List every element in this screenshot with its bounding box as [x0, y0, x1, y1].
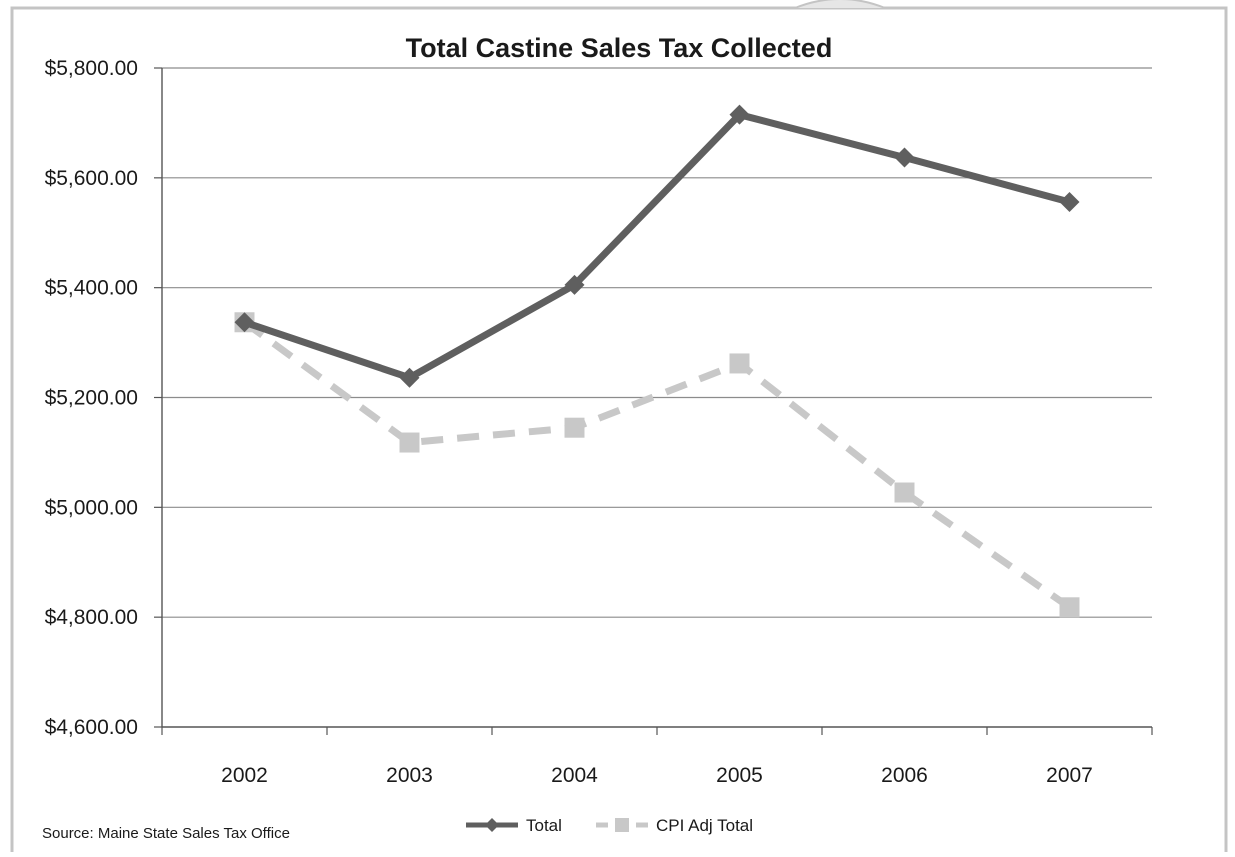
legend-marker-total	[485, 818, 499, 832]
data-point-total-2003	[399, 367, 420, 388]
source-annotation: Source: Maine State Sales Tax Office	[42, 825, 290, 842]
x-tick-label-2003: 2003	[386, 764, 433, 787]
y-tick-label: $5,600.00	[45, 167, 138, 190]
y-tick-label: $5,200.00	[45, 387, 138, 410]
x-tick-label-2006: 2006	[881, 764, 928, 787]
series-line-total	[243, 111, 1071, 382]
y-tick-label: $4,600.00	[45, 716, 138, 739]
legend-label-total: Total	[526, 816, 562, 835]
legend-marker-cpi-adj-total	[615, 818, 629, 832]
y-tick-label: $5,000.00	[45, 496, 138, 519]
data-point-total-2002	[234, 312, 255, 333]
data-point-total-2005	[729, 104, 750, 125]
chart-frame	[10, 6, 1228, 857]
x-axis-tick-labels: 2002 2003 2004 2005 2006 2007	[221, 764, 1093, 787]
x-tick-label-2004: 2004	[551, 764, 598, 787]
data-point-cpi-adj-total-2004	[564, 417, 585, 438]
y-axis-tick-labels: $4,600.00 $4,800.00 $5,000.00 $5,200.00 $5,4…	[45, 57, 138, 739]
data-point-cpi-adj-total-2005	[729, 353, 750, 374]
data-point-cpi-adj-total-2006	[894, 482, 915, 503]
data-point-cpi-adj-total-2007	[1059, 597, 1080, 618]
x-tick-label-2007: 2007	[1046, 764, 1093, 787]
x-tick-label-2002: 2002	[221, 764, 268, 787]
y-tick-label: $4,800.00	[45, 606, 138, 629]
y-tick-label: $5,400.00	[45, 277, 138, 300]
data-point-total-2007	[1059, 191, 1080, 212]
frame-top-tab	[794, 0, 886, 9]
legend: Total CPI Adj Total	[466, 816, 753, 835]
x-tick-label-2005: 2005	[716, 764, 763, 787]
legend-label-cpi-adj-total: CPI Adj Total	[656, 816, 753, 835]
data-point-total-2006	[894, 147, 915, 168]
data-point-cpi-adj-total-2003	[399, 432, 420, 453]
data-point-total-2004	[564, 274, 585, 295]
series-lines	[234, 104, 1080, 618]
chart-title: Total Castine Sales Tax Collected	[406, 33, 833, 63]
axes	[161, 68, 1153, 735]
y-tick-label: $5,800.00	[45, 57, 138, 80]
